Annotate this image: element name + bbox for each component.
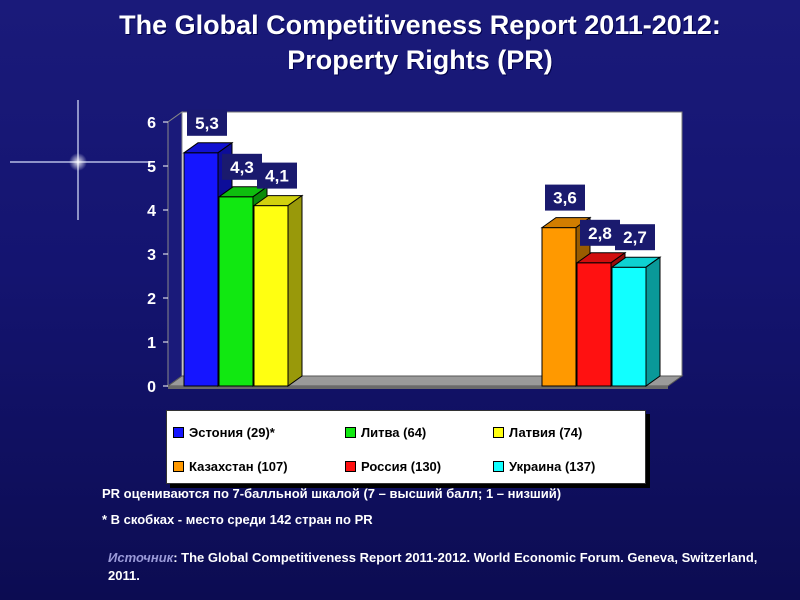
- legend-swatch: [493, 461, 504, 472]
- bar-side-Украина (137): [645, 256, 661, 387]
- bar-Латвия (74): [253, 205, 289, 387]
- title-line-2: Property Rights (PR): [287, 45, 553, 75]
- legend-label: Украина (137): [509, 459, 596, 474]
- data-label: 4,1: [265, 167, 289, 186]
- legend-label: Россия (130): [361, 459, 442, 474]
- bar-Украина (137): [611, 266, 647, 387]
- source-label: Источник: [108, 550, 174, 565]
- data-label-bg: [615, 224, 655, 251]
- legend-item: Украина (137): [493, 459, 595, 474]
- legend-label: Латвия (74): [509, 425, 583, 440]
- legend-label: Казахстан (107): [189, 459, 288, 474]
- y-tick-label: 3: [147, 247, 156, 264]
- y-tick-label: 4: [147, 203, 156, 220]
- legend-item: Эстония (29)*: [173, 425, 275, 440]
- bar-Казахстан (107): [541, 227, 577, 387]
- slide-title: The Global Competitiveness Report 2011-2…: [0, 8, 800, 78]
- y-tick-label: 1: [147, 335, 156, 352]
- legend-swatch: [173, 461, 184, 472]
- rank-note: * В скобках - место среди 142 стран по P…: [102, 512, 373, 527]
- legend-label: Эстония (29)*: [189, 425, 275, 440]
- legend-item: Латвия (74): [493, 425, 582, 440]
- scale-note: PR оцениваются по 7-балльной шкалой (7 –…: [102, 486, 562, 501]
- legend-item: Россия (130): [345, 459, 441, 474]
- bar-side-Латвия (74): [287, 194, 303, 387]
- sparkle-decoration: [10, 100, 150, 220]
- bar-Эстония (29)*: [183, 152, 219, 387]
- data-label: 3,6: [553, 189, 577, 208]
- legend-swatch: [493, 427, 504, 438]
- data-label-bg: [187, 109, 227, 136]
- legend-swatch: [345, 461, 356, 472]
- data-label: 2,7: [623, 228, 647, 247]
- data-label-bg: [222, 153, 262, 180]
- legend-swatch: [173, 427, 184, 438]
- legend-item: Казахстан (107): [173, 459, 288, 474]
- bar-Литва (64): [218, 196, 254, 387]
- data-label: 4,3: [230, 158, 254, 177]
- source-text: : The Global Competitiveness Report 2011…: [108, 550, 758, 583]
- y-tick-label: 0: [147, 379, 156, 396]
- legend-label: Литва (64): [361, 425, 427, 440]
- y-tick-label: 2: [147, 291, 156, 308]
- chart-side-wall: [167, 111, 183, 387]
- data-label: 2,8: [588, 224, 612, 243]
- data-label-bg: [545, 184, 585, 211]
- legend-item: Литва (64): [345, 425, 426, 440]
- data-label-bg: [257, 162, 297, 189]
- y-tick-label: 6: [147, 115, 156, 132]
- data-label-bg: [580, 219, 620, 246]
- bar-Россия (130): [576, 262, 612, 387]
- title-line-1: The Global Competitiveness Report 2011-2…: [119, 10, 721, 40]
- data-label: 5,3: [195, 114, 219, 133]
- y-tick-label: 5: [147, 159, 156, 176]
- chart-legend: Эстония (29)* Литва (64) Латвия (74) Казахс…: [166, 410, 646, 484]
- chart-floor-edge: [168, 386, 668, 389]
- source-note: Источник: The Global Competitiveness Rep…: [108, 549, 768, 585]
- legend-swatch: [345, 427, 356, 438]
